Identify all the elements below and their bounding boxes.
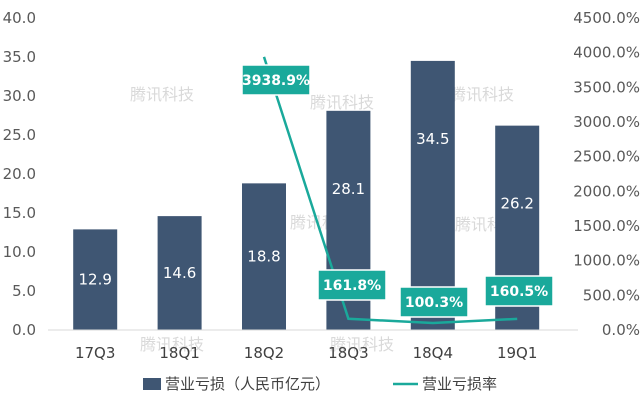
y-left-tick-label: 25.0: [3, 126, 36, 144]
y-right-tick-label: 4000.0%: [573, 44, 640, 62]
y-left-tick-label: 15.0: [3, 204, 36, 222]
x-tick-label: 18Q2: [244, 344, 284, 362]
y-left-tick-label: 30.0: [3, 87, 36, 105]
watermark-text: 腾讯科技: [450, 85, 514, 104]
bar-value-label: 34.5: [416, 130, 449, 148]
bar: [157, 216, 202, 330]
rate-label-box: [317, 269, 387, 301]
rate-label-box: [241, 64, 311, 96]
x-tick-label: 18Q1: [159, 344, 199, 362]
rate-line: [262, 56, 518, 325]
rate-value-label: 160.5%: [490, 284, 548, 300]
y-left-tick-label: 20.0: [3, 165, 36, 183]
y-right-tick-label: 3000.0%: [573, 113, 640, 131]
y-left-tick-label: 35.0: [3, 48, 36, 66]
legend-bar-swatch: [143, 378, 161, 390]
rate-value-label: 100.3%: [405, 295, 463, 311]
y-right-tick-label: 4500.0%: [573, 9, 640, 27]
watermark-text: 腾讯科技: [130, 85, 194, 104]
y-right-tick-label: 1500.0%: [573, 217, 640, 235]
y-right-tick-label: 2000.0%: [573, 182, 640, 200]
y-left-tick-label: 10.0: [3, 243, 36, 261]
x-tick-label: 19Q1: [497, 344, 537, 362]
x-tick-label: 18Q3: [328, 344, 368, 362]
y-right-tick-label: 3500.0%: [573, 78, 640, 96]
legend-line-label: 营业亏损率: [422, 375, 497, 393]
bar: [242, 183, 286, 330]
y-right-tick-label: 500.0%: [583, 286, 640, 304]
x-tick-label: 17Q3: [75, 344, 115, 362]
bar-value-label: 18.8: [247, 248, 280, 266]
bar-value-label: 28.1: [332, 180, 365, 198]
watermark-text: 腾讯科技: [310, 93, 374, 112]
bar-value-label: 26.2: [500, 195, 533, 213]
watermark-text: 腾讯科技: [140, 335, 204, 354]
rate-value-label: 161.8%: [323, 278, 381, 294]
rate-value-label: 3938.9%: [242, 73, 310, 89]
y-left-tick-label: 5.0: [12, 282, 36, 300]
y-right-tick-label: 2500.0%: [573, 148, 640, 166]
legend-bar-label: 营业亏损（人民币亿元）: [165, 375, 330, 393]
bar-value-label: 14.6: [163, 264, 196, 282]
y-right-tick-label: 0.0%: [602, 321, 640, 339]
rate-label-box: [399, 286, 469, 318]
y-left-tick-label: 0.0: [12, 321, 36, 339]
watermark-text: 腾讯科技: [330, 335, 394, 354]
y-right-tick-label: 1000.0%: [573, 252, 640, 270]
rate-label-box: [484, 275, 554, 307]
bar: [73, 229, 118, 330]
bar-value-label: 12.9: [78, 271, 111, 289]
y-left-tick-label: 40.0: [3, 9, 36, 27]
x-tick-label: 18Q4: [413, 344, 453, 362]
bar: [410, 60, 455, 331]
